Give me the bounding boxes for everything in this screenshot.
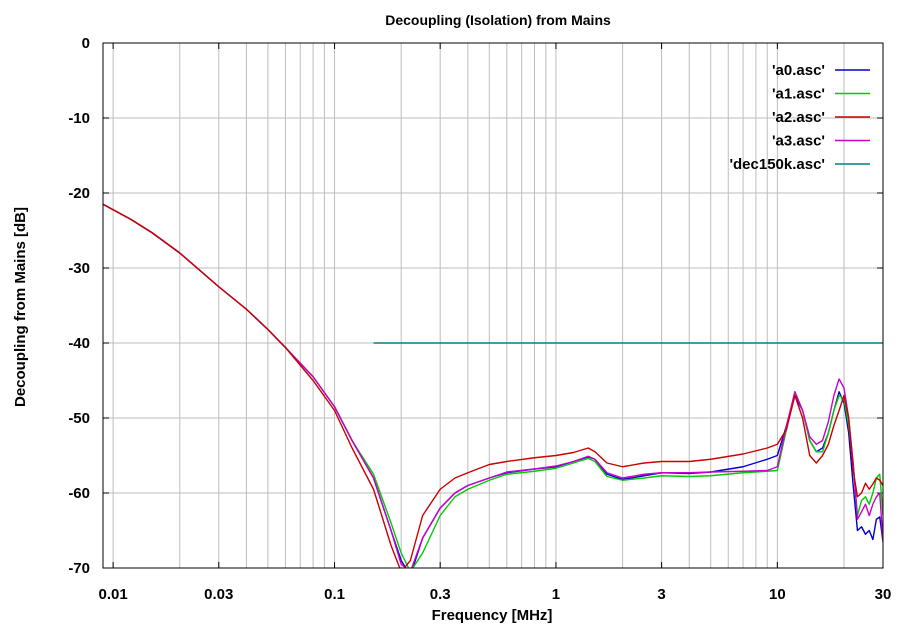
legend-label: 'a0.asc' (772, 62, 825, 79)
grid (103, 42, 884, 569)
x-tick-label: 1 (552, 586, 560, 603)
x-tick-label: 30 (875, 586, 892, 603)
legend-label: 'a1.asc' (772, 86, 825, 103)
y-tick-label: -70 (68, 560, 90, 577)
x-tick-label: 10 (769, 586, 786, 603)
y-axis-title: Decoupling from Mains [dB] (12, 207, 29, 407)
x-tick-label: 0.1 (324, 586, 345, 603)
y-tick-label: -30 (68, 260, 90, 277)
x-axis-ticks: 0.01 0.03 0.1 0.3 1 3 10 30 (99, 43, 892, 603)
y-tick-label: -60 (68, 485, 90, 502)
x-axis-title: Frequency [MHz] (432, 607, 553, 624)
series-line (103, 203, 883, 568)
series-line (103, 203, 883, 568)
y-axis-ticks: 0 -10 -20 -30 -40 -50 -60 -70 (68, 35, 883, 577)
y-tick-label: -40 (68, 335, 90, 352)
x-tick-label: 0.3 (430, 586, 451, 603)
chart-title: Decoupling (Isolation) from Mains (385, 12, 611, 28)
legend-label: 'a2.asc' (772, 109, 825, 126)
y-tick-label: -50 (68, 410, 90, 427)
legend-label: 'a3.asc' (772, 133, 825, 150)
plot-frame (102, 42, 884, 569)
y-tick-label: -10 (68, 110, 90, 127)
y-tick-label: 0 (82, 35, 90, 52)
series-lines (103, 203, 883, 568)
series-line (103, 203, 883, 568)
x-tick-label: 0.03 (204, 586, 233, 603)
y-tick-label: -20 (68, 185, 90, 202)
x-tick-label: 3 (657, 586, 665, 603)
x-tick-label: 0.01 (99, 586, 128, 603)
legend-label: 'dec150k.asc' (729, 156, 825, 173)
legend: 'a0.asc' 'a1.asc' 'a2.asc' 'a3.asc' 'dec150k… (729, 62, 870, 173)
series-line (103, 203, 883, 568)
